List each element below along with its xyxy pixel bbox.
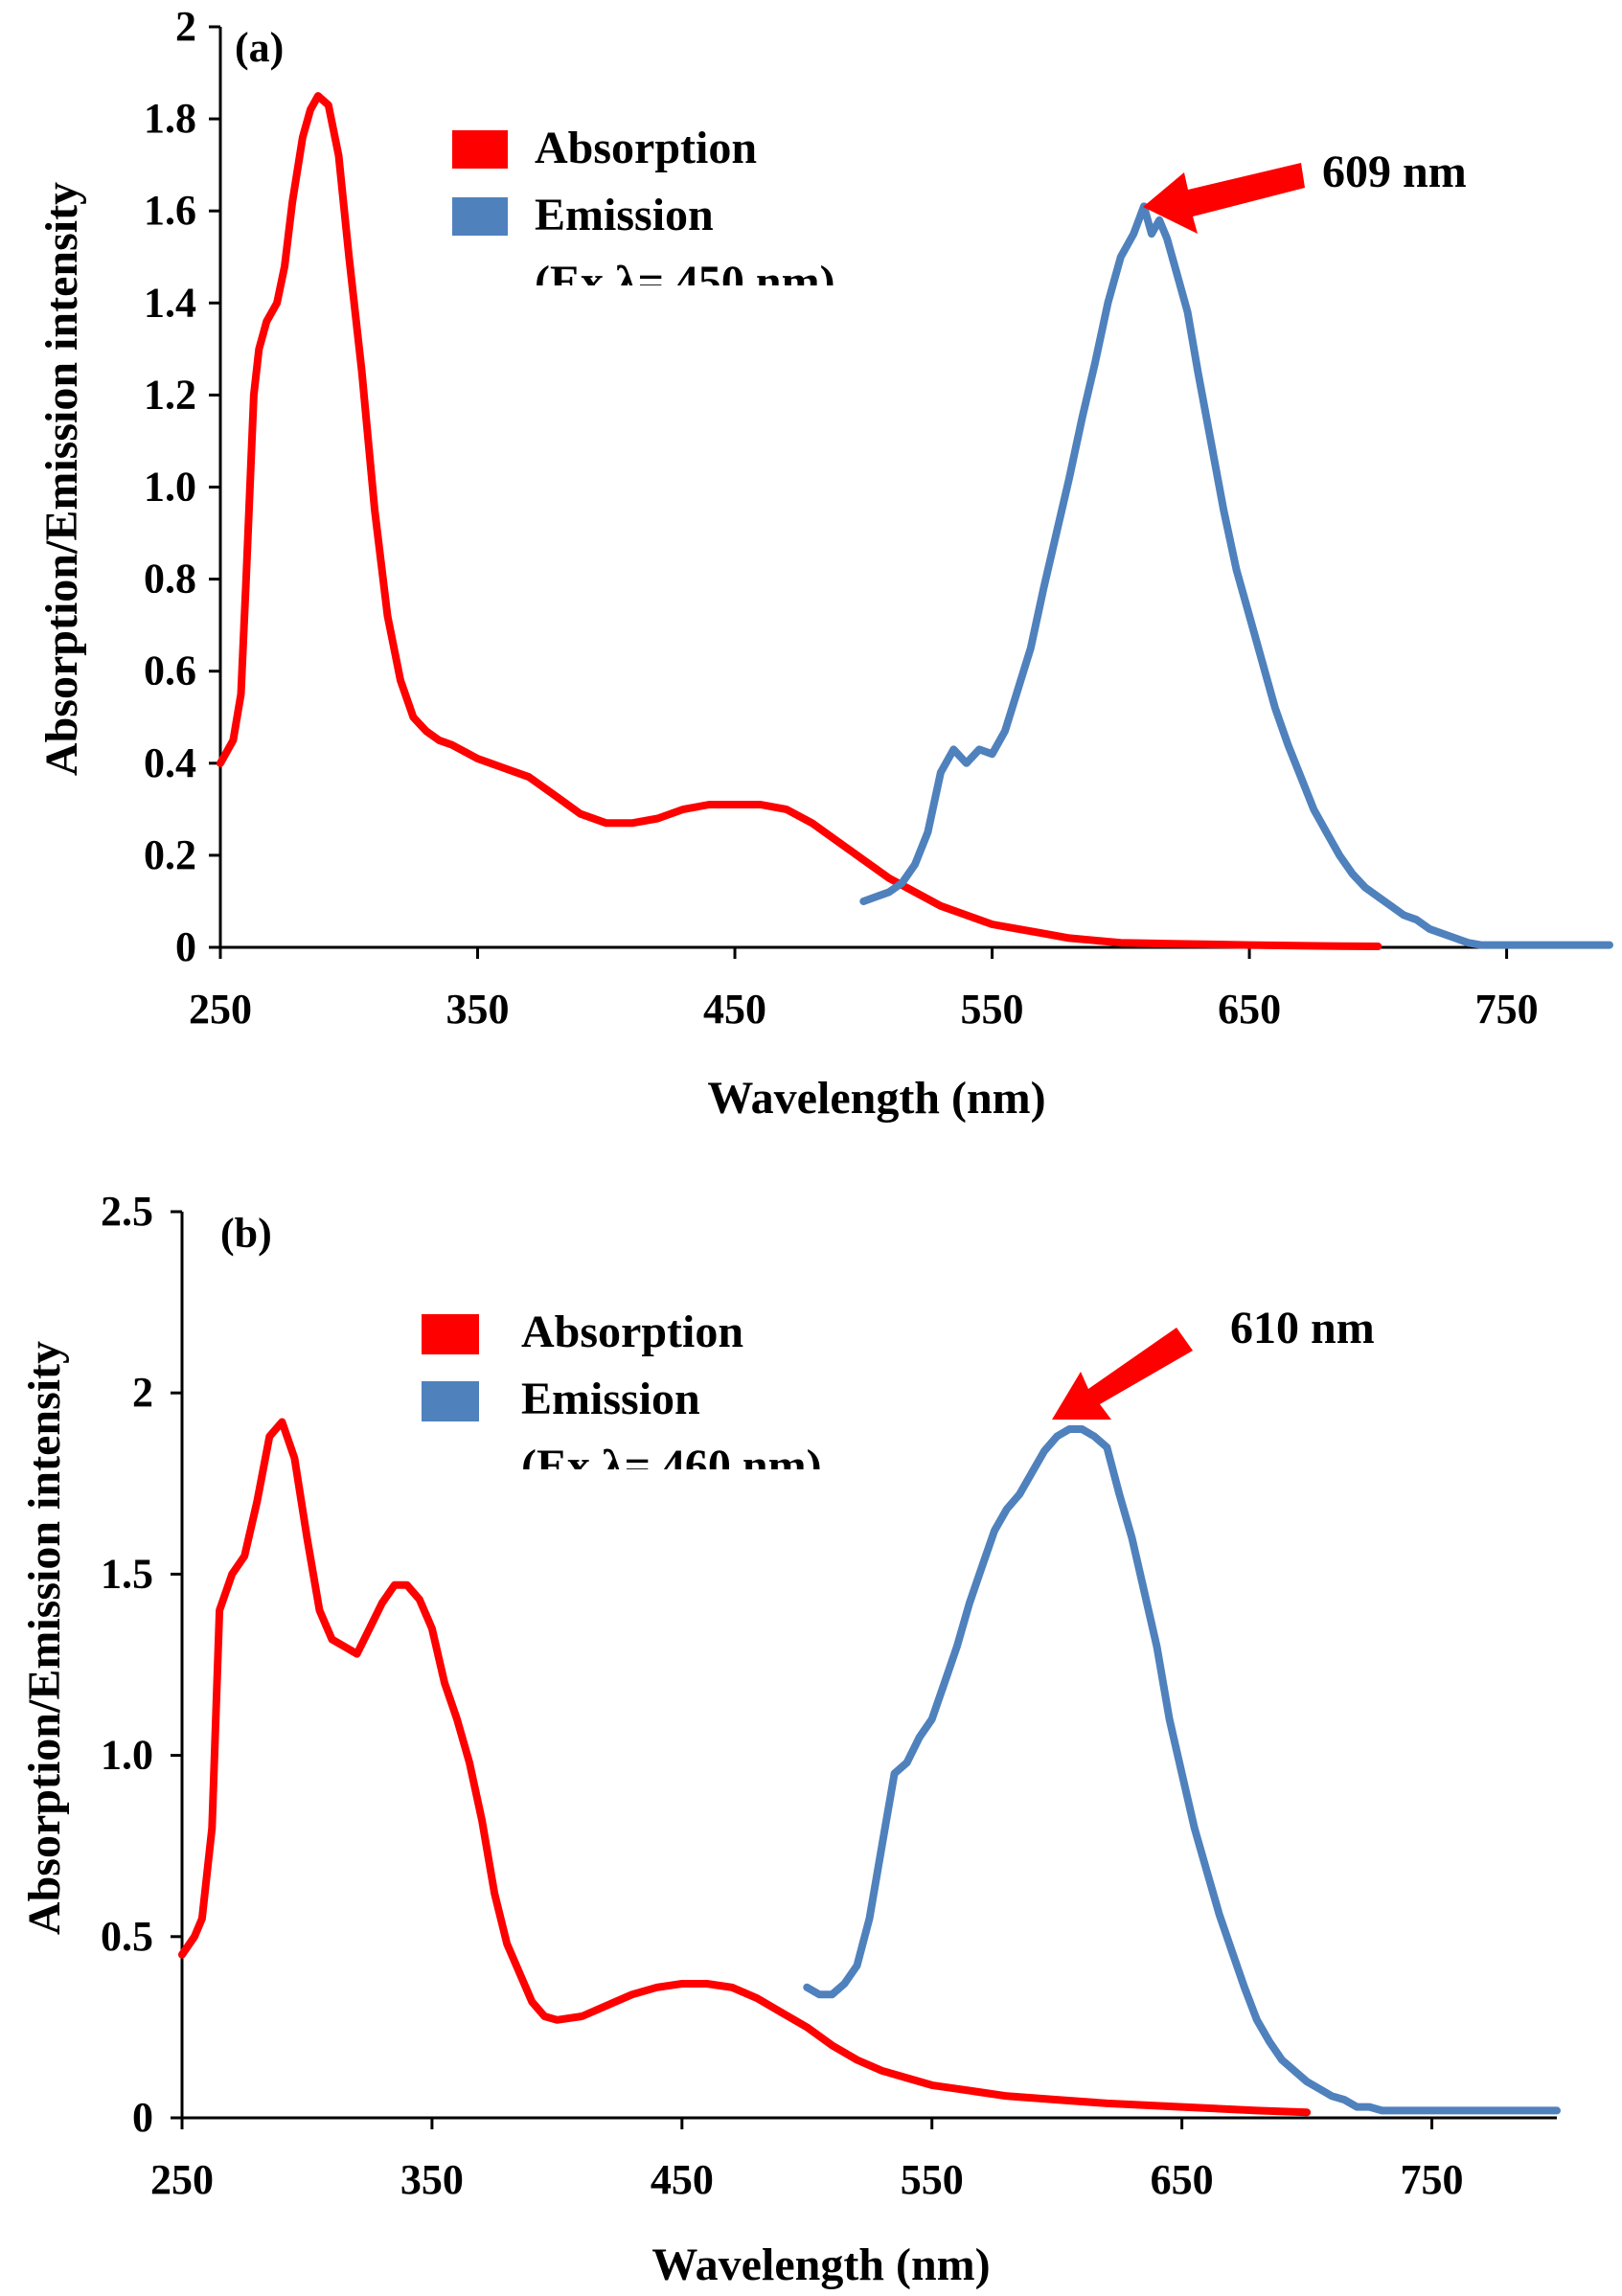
- legend: Absorption Emission (Ex λ= 450 nm): [452, 123, 920, 314]
- absorption-series-line: [178, 1418, 1312, 2117]
- panel-label: (b): [220, 1210, 272, 1257]
- y-tick-label: 1.4: [144, 279, 196, 326]
- x-tick-label: 250: [189, 986, 252, 1033]
- y-tick-label: 2: [175, 3, 196, 50]
- x-tick-label: 450: [703, 986, 766, 1033]
- peak-arrow: [1143, 163, 1305, 234]
- y-tick-label: 2.5: [101, 1188, 153, 1235]
- legend-clip-mask: [508, 1469, 910, 1498]
- y-tick-label: 2: [132, 1369, 153, 1416]
- chart-panel-a: 0 0.2 0.4 0.6 0.8 1.0 1.2 1.4 1.6 1.8 2 250 350 450 55…: [36, 3, 1613, 1124]
- y-tick-label: 0.6: [144, 648, 196, 694]
- y-axis-title: Absorption/Emission intensity: [19, 1341, 70, 1935]
- peak-annotation: 610 nm: [1052, 1303, 1375, 1420]
- peak-label: 609 nm: [1322, 147, 1467, 197]
- legend-clip-mask: [517, 285, 920, 314]
- peak-annotation: 609 nm: [1143, 147, 1467, 234]
- legend-label-emission: Emission: [521, 1374, 700, 1424]
- x-tick-label: 550: [901, 2156, 964, 2203]
- legend-label-emission: Emission: [535, 190, 714, 240]
- x-tick-label: 250: [150, 2156, 214, 2203]
- panel-label: (a): [235, 24, 284, 71]
- series-group: [178, 1418, 1561, 2117]
- legend-swatch-absorption: [422, 1314, 479, 1354]
- y-tick-label: 0.5: [101, 1913, 153, 1960]
- legend-label-absorption: Absorption: [521, 1307, 743, 1357]
- x-tick-label: 350: [400, 2156, 464, 2203]
- y-tick-label: 1.0: [101, 1732, 153, 1779]
- emission-series-line: [859, 202, 1613, 949]
- y-tick-label: 1.8: [144, 95, 196, 142]
- x-tick-label: 350: [446, 986, 510, 1033]
- series-group: [217, 92, 1613, 950]
- x-tick-label: 650: [1151, 2156, 1214, 2203]
- x-tick-label: 650: [1218, 986, 1281, 1033]
- tick-group: 0 0.5 1.0 1.5 2 2.5 250 350 450 550 650 750: [101, 1188, 1464, 2203]
- y-tick-label: 0.8: [144, 556, 196, 602]
- legend-swatch-emission: [422, 1381, 479, 1421]
- y-tick-label: 0: [132, 2094, 153, 2141]
- y-tick-label: 1.0: [144, 464, 196, 511]
- x-tick-label: 550: [961, 986, 1024, 1033]
- y-tick-label: 0: [175, 923, 196, 970]
- tick-group: 0 0.2 0.4 0.6 0.8 1.0 1.2 1.4 1.6 1.8 2 250 350 450 55…: [144, 3, 1539, 1033]
- y-tick-label: 0.4: [144, 739, 196, 786]
- x-axis-title: Wavelength (nm): [651, 2239, 990, 2290]
- x-tick-label: 750: [1475, 986, 1539, 1033]
- y-tick-label: 1.2: [144, 371, 196, 418]
- x-tick-label: 450: [651, 2156, 714, 2203]
- legend-swatch-emission: [452, 197, 508, 236]
- peak-arrow: [1052, 1328, 1193, 1420]
- y-tick-label: 0.2: [144, 831, 196, 878]
- x-axis-title: Wavelength (nm): [707, 1073, 1045, 1124]
- absorption-series-line: [217, 92, 1382, 950]
- legend-label-absorption: Absorption: [535, 123, 757, 173]
- chart-panel-b: 0 0.5 1.0 1.5 2 2.5 250 350 450 550 650 750 (b) Abs…: [19, 1188, 1561, 2290]
- y-axis-title: Absorption/Emission intensity: [36, 182, 87, 776]
- x-tick-label: 750: [1401, 2156, 1464, 2203]
- y-tick-label: 1.6: [144, 187, 196, 234]
- emission-series-line: [803, 1425, 1561, 2115]
- y-tick-label: 1.5: [101, 1550, 153, 1597]
- peak-label: 610 nm: [1230, 1303, 1375, 1353]
- legend-swatch-absorption: [452, 130, 508, 169]
- legend: Absorption Emission (Ex λ= 460 nm): [422, 1307, 910, 1498]
